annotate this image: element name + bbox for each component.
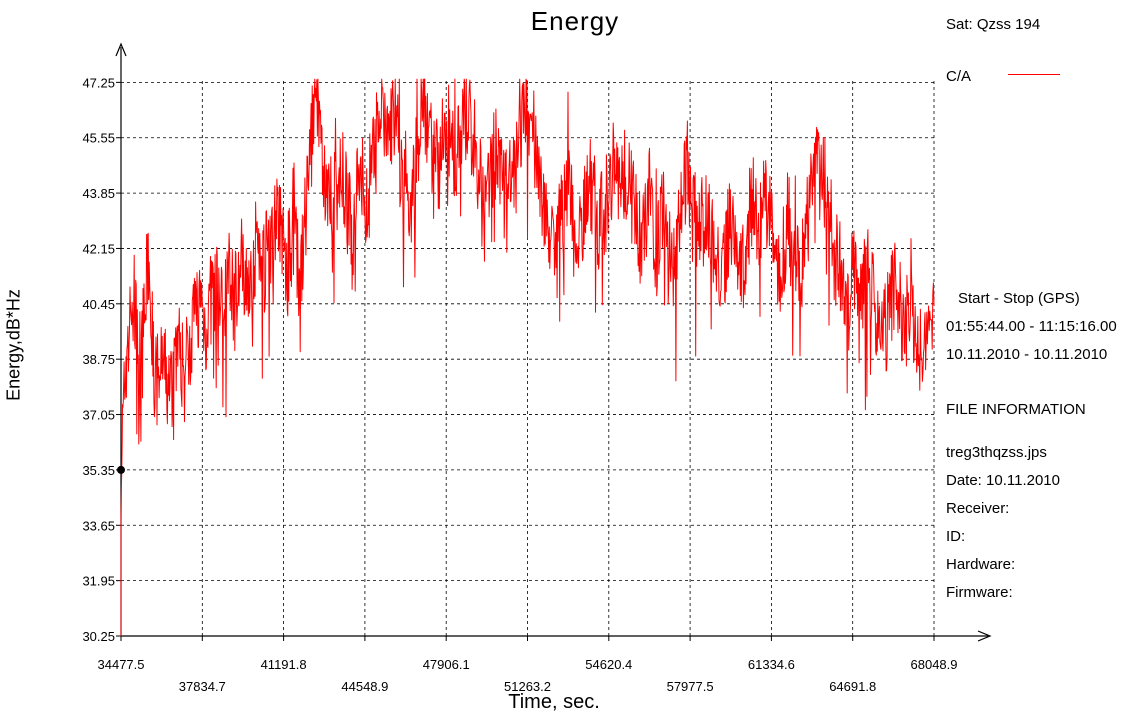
x-tick-label: 57977.5 <box>667 679 714 694</box>
date-range: 10.11.2010 - 10.11.2010 <box>946 346 1108 363</box>
x-tick-label: 64691.8 <box>829 679 876 694</box>
x-tick-label: 37834.7 <box>179 679 226 694</box>
y-tick-label: 35.35 <box>82 463 115 478</box>
file-name: treg3thqzss.jps <box>946 444 1047 461</box>
hardware-label: Hardware: <box>946 556 1016 573</box>
x-tick-label: 61334.6 <box>748 657 795 672</box>
firmware-label: Firmware: <box>946 584 1013 601</box>
series-layer <box>117 78 935 636</box>
x-tick-label: 47906.1 <box>423 657 470 672</box>
y-tick-label: 33.65 <box>82 518 115 533</box>
x-tick-label: 54620.4 <box>585 657 632 672</box>
y-tick-label: 42.15 <box>82 241 115 256</box>
x-axis-label: Time, sec. <box>508 691 600 713</box>
receiver-label: Receiver: <box>946 500 1010 517</box>
x-axis-arrow-icon <box>977 630 992 642</box>
x-tick-label: 41191.8 <box>261 657 307 672</box>
y-tick-label: 37.05 <box>82 408 115 423</box>
y-tick-label: 43.85 <box>82 186 115 201</box>
start-stop-header: Start - Stop (GPS) <box>958 290 1080 307</box>
time-range: 01:55:44.00 - 11:15:16.00 <box>946 318 1117 335</box>
x-tick-label: 44548.9 <box>341 679 388 694</box>
grid-lines <box>116 81 935 641</box>
y-tick-label: 47.25 <box>82 75 115 90</box>
chart-title: Energy <box>530 6 620 36</box>
start-marker-dot <box>117 465 125 474</box>
y-tick-label: 45.55 <box>82 131 115 146</box>
y-tick-label: 30.25 <box>82 629 115 644</box>
y-axis-label: Energy,dB*Hz <box>3 289 24 401</box>
satellite-label: Sat: Qzss 194 <box>946 16 1041 33</box>
y-tick-label: 40.45 <box>82 297 115 312</box>
y-axis-arrow-icon <box>115 42 127 57</box>
y-tick-label: 31.95 <box>82 574 115 589</box>
series-line-ca <box>120 78 935 636</box>
x-tick-label: 68048.9 <box>911 657 958 672</box>
y-tick-label: 38.75 <box>82 352 115 367</box>
file-date: Date: 10.11.2010 <box>946 472 1060 489</box>
id-label: ID: <box>946 528 966 545</box>
file-info-header: FILE INFORMATION <box>946 401 1086 418</box>
legend-series-line <box>1008 74 1060 75</box>
legend-series-label: C/A <box>946 68 972 85</box>
tick-labels: 30.25 31.95 33.65 35.35 37.05 38.75 40.45 42.15… <box>82 75 957 694</box>
x-tick-label: 51263.2 <box>504 679 551 694</box>
x-tick-label: 34477.5 <box>98 657 145 672</box>
